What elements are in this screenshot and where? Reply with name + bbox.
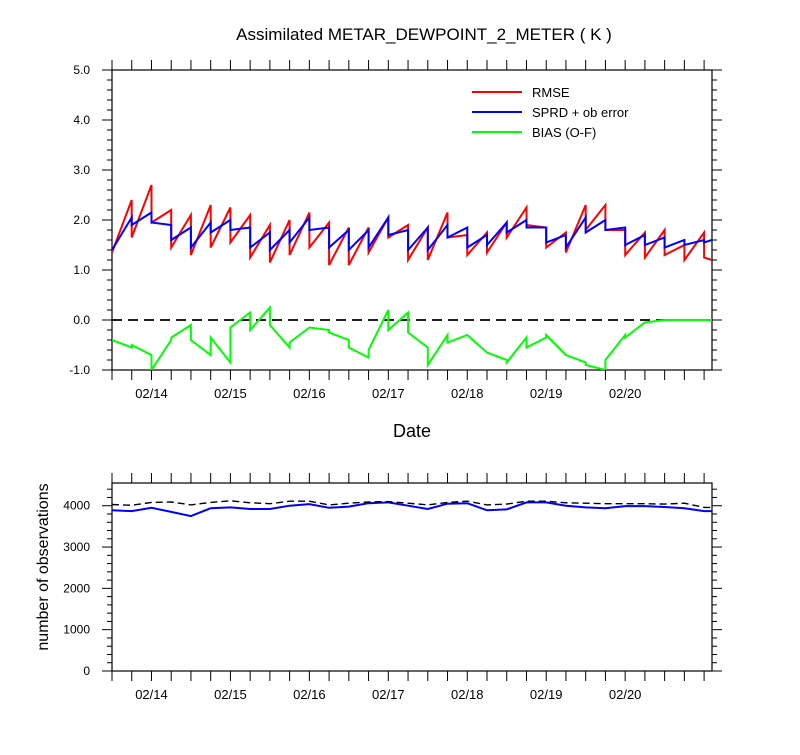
y-tick-label: 2000 [63,581,90,595]
series-line-bias-o-f [112,304,712,370]
y-tick-label: 0.0 [73,313,90,327]
plot-area-2 [112,500,712,518]
x-tick-label: 02/17 [372,687,405,702]
plot-area-1 [112,184,712,370]
y-tick-label: 3000 [63,540,90,554]
x-tick-label: 02/19 [530,687,563,702]
y-tick-label: 2.0 [73,213,90,227]
y-tick-label: 0 [83,664,90,678]
y-tick-label: 5.0 [73,63,90,77]
x-tick-label: 02/20 [609,386,642,401]
y-tick-label: 4.0 [73,113,90,127]
y-tick-label: 1.0 [73,263,90,277]
series-line-sprd-ob-error [112,210,712,253]
y-tick-label: -1.0 [69,363,90,377]
y-tick-label: 1000 [63,623,90,637]
series-line-rmse [112,184,712,266]
x-tick-label: 02/16 [293,687,326,702]
legend-label: SPRD + ob error [532,105,629,120]
y-tick-label: 4000 [63,499,90,513]
x-tick-label: 02/14 [135,687,168,702]
x-tick-label: 02/18 [451,687,484,702]
y-tick-label: 3.0 [73,163,90,177]
x-tick-label: 02/19 [530,386,563,401]
series-line-possible-obs [112,500,712,509]
y-axis-label: number of observations [35,483,52,650]
legend-label: BIAS (O-F) [532,125,596,140]
legend-label: RMSE [532,85,570,100]
x-tick-label: 02/16 [293,386,326,401]
x-axis-label: Date [393,421,431,441]
x-tick-label: 02/18 [451,386,484,401]
plot-frame-2 [111,482,713,672]
x-tick-label: 02/14 [135,386,168,401]
series-line-used-obs [112,501,712,518]
x-tick-label: 02/15 [214,687,247,702]
x-tick-label: 02/15 [214,386,247,401]
x-tick-label: 02/20 [609,687,642,702]
chart-title: Assimilated METAR_DEWPOINT_2_METER ( K ) [236,25,612,44]
x-tick-label: 02/17 [372,386,405,401]
